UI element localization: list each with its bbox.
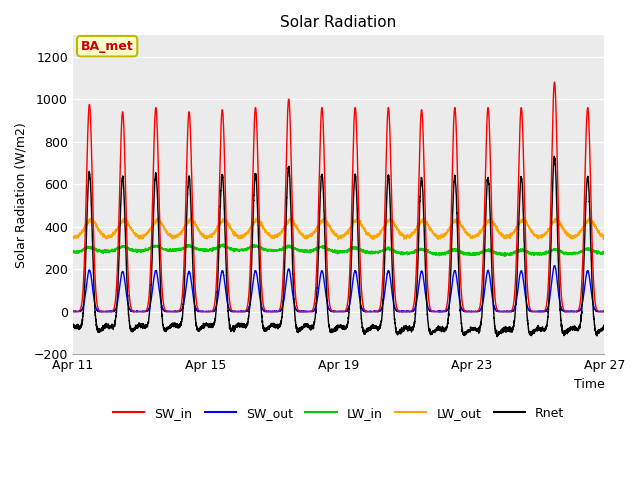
LW_out: [472, 232, 480, 238]
LW_out: [320, 215, 328, 221]
SW_out: [69, 309, 77, 314]
SW_out: [550, 263, 558, 269]
X-axis label: Time: Time: [573, 377, 604, 391]
Rnet: [187, 192, 195, 198]
SW_out: [472, 309, 480, 314]
LW_out: [120, 218, 128, 224]
LW_out: [69, 233, 77, 239]
SW_in: [416, 144, 424, 149]
Text: BA_met: BA_met: [81, 40, 134, 53]
LW_in: [159, 247, 166, 252]
SW_in: [69, 309, 77, 314]
Rnet: [159, 322, 166, 328]
SW_in: [120, 136, 128, 142]
SW_in: [634, 309, 640, 314]
SW_out: [120, 274, 128, 280]
LW_in: [634, 249, 640, 254]
Line: LW_out: LW_out: [73, 218, 637, 240]
Title: Solar Radiation: Solar Radiation: [280, 15, 397, 30]
Rnet: [410, 322, 417, 327]
SW_out: [634, 309, 640, 314]
Legend: SW_in, SW_out, LW_in, LW_out, Rnet: SW_in, SW_out, LW_in, LW_out, Rnet: [108, 402, 569, 425]
LW_in: [472, 252, 480, 257]
SW_out: [410, 308, 417, 313]
Line: LW_in: LW_in: [73, 244, 637, 256]
LW_in: [416, 245, 424, 251]
LW_in: [500, 253, 508, 259]
Y-axis label: Solar Radiation (W/m2): Solar Radiation (W/m2): [15, 122, 28, 267]
SW_in: [187, 130, 195, 136]
Rnet: [69, 324, 77, 330]
Rnet: [416, 204, 424, 210]
LW_out: [187, 216, 195, 222]
SW_out: [416, 276, 424, 281]
Rnet: [634, 324, 640, 329]
LW_in: [410, 250, 418, 256]
LW_out: [416, 221, 424, 227]
SW_in: [159, 295, 166, 300]
LW_in: [187, 243, 195, 249]
Line: SW_in: SW_in: [73, 82, 637, 312]
Line: SW_out: SW_out: [73, 266, 637, 312]
SW_out: [187, 273, 195, 279]
LW_in: [69, 249, 77, 254]
LW_out: [600, 237, 607, 242]
SW_out: [159, 306, 166, 312]
SW_in: [410, 302, 417, 308]
SW_in: [550, 79, 558, 85]
Line: Rnet: Rnet: [73, 156, 637, 337]
LW_out: [634, 234, 640, 240]
LW_out: [410, 229, 418, 235]
LW_in: [120, 244, 128, 250]
LW_in: [219, 241, 227, 247]
Rnet: [472, 328, 480, 334]
LW_out: [159, 223, 166, 228]
Rnet: [493, 334, 501, 340]
SW_in: [472, 309, 480, 314]
Rnet: [550, 154, 558, 159]
Rnet: [120, 196, 128, 202]
